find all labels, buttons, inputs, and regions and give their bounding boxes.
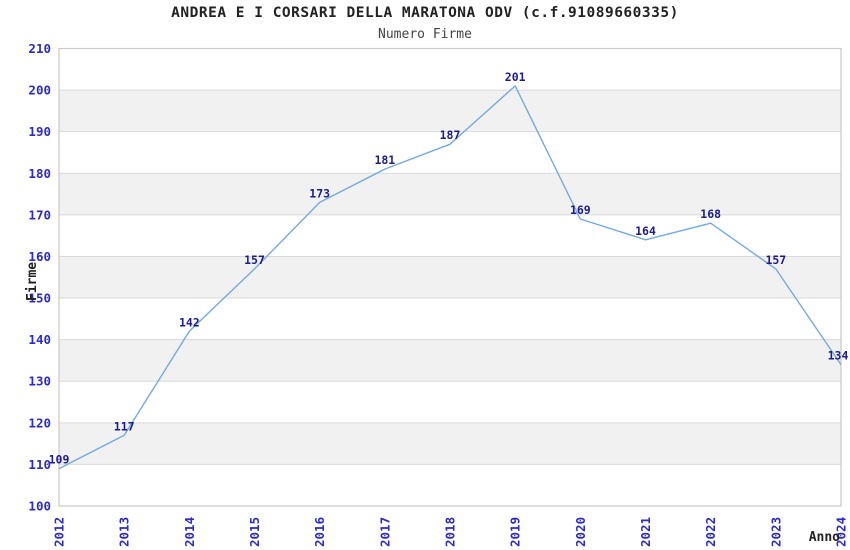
data-point-label: 134 [828,349,849,363]
chart-subtitle: Numero Firme [378,27,472,42]
x-tick-label: 2013 [117,517,132,547]
x-tick-label: 2012 [52,517,67,547]
x-tick-label: 2019 [508,517,523,547]
gridlines [59,89,841,465]
data-point-label: 169 [570,203,591,217]
y-tick-label: 200 [28,83,51,98]
x-tick-label: 2016 [312,517,327,547]
x-tick-label: 2021 [638,517,653,547]
data-point-label: 201 [505,70,526,84]
band-row [59,256,841,299]
x-axis-title: Anno [809,530,840,545]
band-row [59,422,841,465]
data-point-label: 157 [244,253,265,267]
plot-border-rect [58,47,842,507]
plot-border [58,47,842,507]
axis-titles: Firme Anno [25,262,840,545]
x-axis-tick-labels: 2012 2013 2014 2015 2016 2017 2018 2019 2020 2021… [52,517,849,547]
x-tick-label: 2024 [834,517,849,547]
band-row [59,339,841,382]
data-point-label: 117 [114,419,135,433]
chart-title: ANDREA E I CORSARI DELLA MARATONA ODV (c… [171,5,679,21]
y-tick-label: 100 [28,499,51,514]
y-tick-label: 190 [28,124,51,139]
band-row [59,90,841,132]
x-tick-label: 2020 [573,517,588,547]
y-tick-label: 140 [28,332,51,347]
y-tick-label: 210 [28,41,51,56]
series-polyline [58,85,842,470]
data-point-label: 168 [700,207,721,221]
x-tick-label: 2022 [703,517,718,547]
x-tick-label: 2014 [182,517,197,547]
x-tick-label: 2015 [247,517,262,547]
data-point-label: 142 [179,315,200,329]
data-point-label: 173 [309,186,330,200]
x-tick-label: 2023 [768,517,783,547]
data-point-labels: 109 117 142 157 173 181 187 201 169 164 168 157 134 [49,70,849,467]
data-point-label: 187 [440,128,461,142]
data-point-label: 181 [374,153,395,167]
y-tick-label: 180 [28,166,51,181]
data-point-label: 157 [765,253,786,267]
y-tick-label: 150 [28,291,51,306]
series-line [58,85,842,470]
x-tick-label: 2017 [377,517,392,547]
y-tick-label: 110 [28,457,51,472]
band-row [59,173,841,215]
y-axis-tick-labels: 100 110 120 130 140 150 160 170 180 190 200 210 [28,41,51,514]
y-tick-label: 120 [28,415,51,430]
x-tick-label: 2018 [443,517,458,547]
plot-bands [59,90,841,465]
data-point-label: 164 [635,224,656,238]
y-tick-label: 130 [28,374,51,389]
y-tick-label: 170 [28,207,51,222]
y-axis-title: Firme [25,262,40,301]
data-point-label: 109 [49,453,70,467]
y-tick-label: 160 [28,249,51,264]
